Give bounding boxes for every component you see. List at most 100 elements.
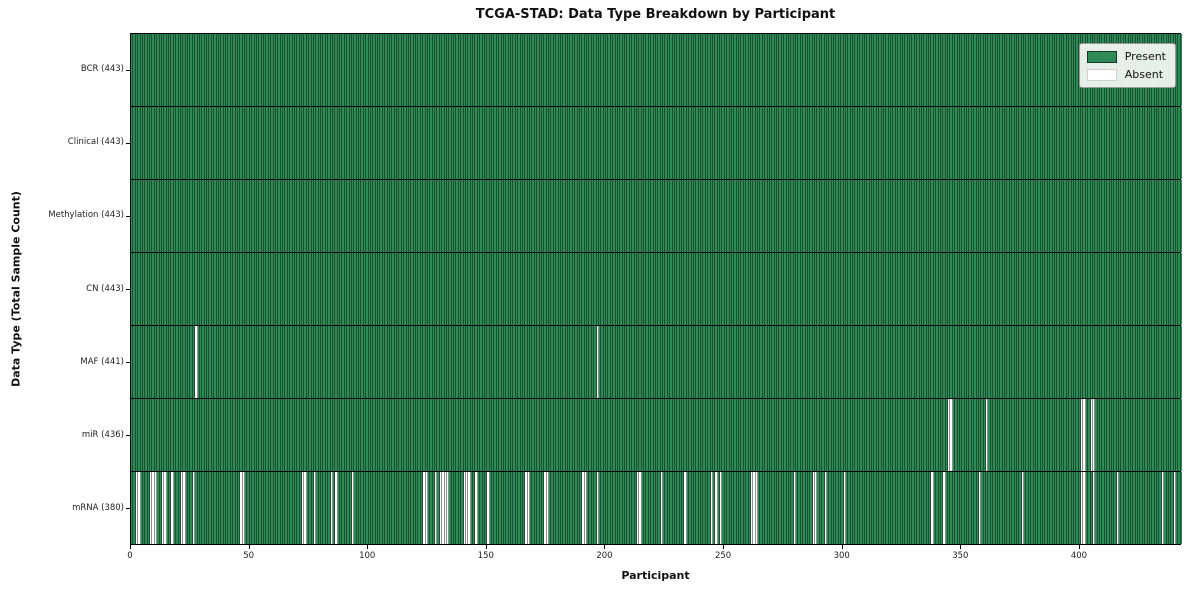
- heatmap-cell: [667, 180, 671, 252]
- heatmap-cell: [717, 253, 720, 325]
- heatmap-cell: [886, 472, 889, 544]
- heatmap-cell: [164, 180, 167, 252]
- heatmap-cell: [853, 472, 856, 544]
- heatmap-cell: [893, 107, 896, 179]
- heatmap-cell: [446, 180, 450, 252]
- heatmap-cell: [492, 180, 495, 252]
- heatmap-cell: [636, 472, 640, 544]
- heatmap-cell: [209, 326, 212, 398]
- heatmap-cell: [805, 399, 808, 471]
- heatmap-cell: [613, 180, 616, 252]
- heatmap-cell: [1050, 34, 1053, 106]
- heatmap-cell: [525, 34, 528, 106]
- heatmap-cell: [211, 253, 215, 325]
- heatmap-cell: [563, 399, 566, 471]
- heatmap-cell: [667, 34, 671, 106]
- heatmap-cell: [636, 180, 640, 252]
- heatmap-cell: [325, 326, 329, 398]
- heatmap-cell: [945, 399, 948, 471]
- heatmap-cell: [596, 253, 599, 325]
- heatmap-cell: [969, 34, 972, 106]
- heatmap-cell: [230, 326, 234, 398]
- heatmap-cell: [1149, 253, 1153, 325]
- heatmap-cell: [173, 472, 177, 544]
- heatmap-cell: [670, 326, 673, 398]
- heatmap-cell: [1021, 253, 1024, 325]
- heatmap-cell: [1057, 34, 1060, 106]
- heatmap-cell: [1166, 253, 1169, 325]
- heatmap-cell: [867, 180, 870, 252]
- heatmap-cell: [786, 107, 789, 179]
- heatmap-cell: [1092, 107, 1096, 179]
- heatmap-cell: [223, 34, 226, 106]
- heatmap-cell: [1107, 472, 1110, 544]
- heatmap-cell: [294, 472, 298, 544]
- heatmap-cell: [948, 326, 951, 398]
- heatmap-cell: [494, 180, 497, 252]
- heatmap-cell: [539, 399, 542, 471]
- heatmap-cell: [582, 34, 585, 106]
- heatmap-cell: [525, 107, 528, 179]
- heatmap-cell: [1173, 107, 1176, 179]
- heatmap-cell: [477, 34, 481, 106]
- heatmap-cell: [921, 253, 925, 325]
- heatmap-cell: [180, 253, 184, 325]
- heatmap-cell: [986, 34, 989, 106]
- heatmap-cell: [615, 107, 618, 179]
- heatmap-cell: [900, 107, 903, 179]
- heatmap-cell: [240, 399, 243, 471]
- heatmap-cell: [480, 326, 483, 398]
- heatmap-cell: [584, 399, 587, 471]
- heatmap-cell: [753, 107, 756, 179]
- heatmap-cell: [131, 180, 134, 252]
- heatmap-cell: [864, 107, 868, 179]
- heatmap-cell: [807, 253, 811, 325]
- heatmap-cell: [743, 107, 747, 179]
- heatmap-cell: [879, 399, 882, 471]
- heatmap-cell: [826, 399, 830, 471]
- heatmap-cell: [1059, 472, 1062, 544]
- heatmap-cell: [1092, 326, 1096, 398]
- heatmap-cell: [993, 472, 996, 544]
- heatmap-cell: [439, 326, 443, 398]
- heatmap-cell: [351, 107, 355, 179]
- heatmap-cell: [727, 107, 730, 179]
- heatmap-cell: [881, 253, 884, 325]
- heatmap-cell: [1152, 472, 1155, 544]
- heatmap-cell: [905, 472, 908, 544]
- heatmap-cell: [1092, 472, 1096, 544]
- heatmap-cell: [952, 253, 956, 325]
- heatmap-cell: [418, 34, 421, 106]
- heatmap-cell: [929, 34, 932, 106]
- heatmap-cell: [484, 326, 488, 398]
- heatmap-cell: [603, 107, 606, 179]
- heatmap-cell: [475, 107, 478, 179]
- heatmap-cell: [831, 472, 834, 544]
- heatmap-cell: [261, 253, 264, 325]
- heatmap-cell: [724, 399, 728, 471]
- heatmap-cell: [332, 34, 336, 106]
- heatmap-cell: [774, 253, 777, 325]
- heatmap-cell: [812, 253, 815, 325]
- heatmap-cell: [826, 107, 830, 179]
- heatmap-cell: [819, 180, 823, 252]
- heatmap-cell: [677, 326, 680, 398]
- heatmap-cell: [793, 399, 796, 471]
- heatmap-cell: [221, 326, 224, 398]
- heatmap-cell: [1119, 253, 1122, 325]
- heatmap-cell: [161, 472, 165, 544]
- heatmap-cell: [1057, 399, 1060, 471]
- heatmap-cell: [589, 253, 592, 325]
- heatmap-cell: [316, 472, 319, 544]
- heatmap-cell: [938, 253, 941, 325]
- heatmap-cell: [1000, 326, 1003, 398]
- heatmap-cell: [321, 472, 324, 544]
- heatmap-cell: [1005, 253, 1008, 325]
- heatmap-cell: [684, 399, 687, 471]
- heatmap-cell: [161, 107, 165, 179]
- heatmap-cell: [150, 399, 153, 471]
- heatmap-cell: [891, 253, 894, 325]
- heatmap-cell: [449, 326, 452, 398]
- heatmap-cell: [727, 253, 730, 325]
- heatmap-cell: [427, 180, 431, 252]
